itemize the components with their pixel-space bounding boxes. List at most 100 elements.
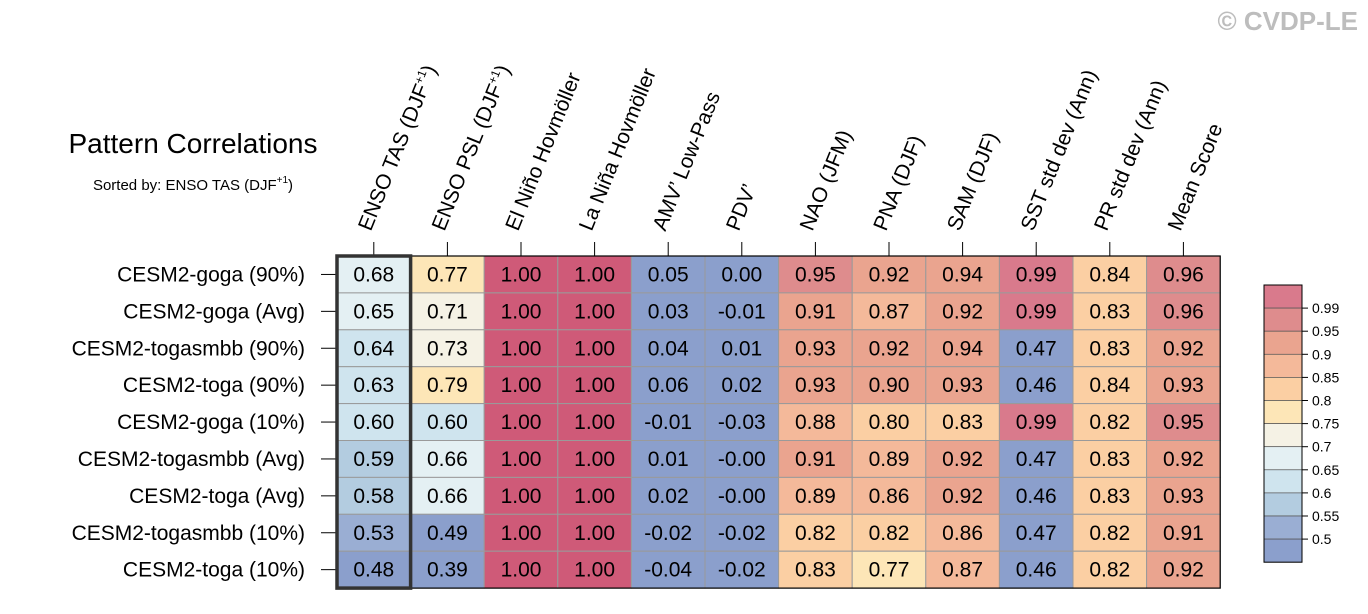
cell-value: 0.91	[795, 448, 836, 471]
cell-value: 0.01	[648, 448, 689, 471]
cell-value: 0.93	[942, 374, 983, 397]
heatmap-cell	[998, 366, 1074, 405]
cell-value: 0.92	[869, 263, 910, 286]
colorbar-swatch	[1263, 515, 1303, 540]
heatmap-cell	[1146, 329, 1221, 368]
cell-value: 0.99	[1016, 300, 1057, 323]
cell-value: 0.39	[427, 559, 468, 582]
heatmap-grid: 0.68 0.77 1.00 1.00 0.05 0.00 0.95 0.92 0.94 0.99…	[335, 254, 1221, 590]
column-label: AMV’ Low-Pass	[649, 89, 726, 234]
cell-value: 0.91	[1163, 522, 1204, 545]
heatmap-cell	[336, 292, 412, 331]
colorbar-swatch	[1263, 446, 1303, 471]
cell-value: 0.87	[942, 559, 983, 582]
cell-value: 1.00	[574, 485, 615, 508]
cell-value: 1.00	[501, 448, 542, 471]
cell-value: 1.00	[501, 559, 542, 582]
cell-value: 0.95	[795, 263, 836, 286]
cell-value: 0.92	[942, 448, 983, 471]
heatmap-cell	[851, 513, 927, 552]
cell-value: 0.87	[869, 300, 910, 323]
row-label: CESM2-toga (10%)	[123, 559, 305, 582]
heatmap-cell	[1146, 292, 1221, 331]
cell-value: 0.02	[721, 374, 762, 397]
column-label: ENSO PSL (DJF+1)	[427, 61, 515, 233]
column-label: NAO (JFM)	[796, 127, 857, 234]
heatmap-cell	[483, 513, 559, 552]
heatmap-cell	[851, 403, 927, 442]
colorbar-label: 0.55	[1312, 508, 1339, 524]
column-label: SST std dev (Ann)	[1017, 67, 1102, 234]
heatmap-cell	[1072, 513, 1148, 552]
heatmap-cell	[557, 550, 632, 589]
row-label: CESM2-goga (90%)	[117, 263, 305, 286]
heatmap-cell	[336, 476, 412, 515]
colorbar-label: 0.95	[1312, 323, 1339, 339]
column-label: El Niño Hovmöller	[501, 69, 585, 233]
cell-value: -0.02	[718, 559, 766, 582]
row-label: CESM2-togasmbb (10%)	[72, 522, 305, 545]
heatmap-cell	[557, 476, 632, 515]
heatmap-cell	[336, 550, 412, 589]
cell-value: 0.58	[353, 485, 394, 508]
cell-value: 0.83	[1089, 300, 1130, 323]
cell-value: 0.92	[942, 300, 983, 323]
cell-value: 0.77	[869, 559, 910, 582]
heatmap-cell	[557, 366, 632, 405]
watermark: © CVDP-LE	[1218, 6, 1359, 36]
heatmap-cell	[925, 550, 1000, 589]
row-label: CESM2-goga (Avg)	[123, 300, 305, 323]
row-label: CESM2-goga (10%)	[117, 411, 305, 434]
heatmap-cell	[925, 513, 1000, 552]
cell-value: 0.77	[427, 263, 468, 286]
heatmap-cell	[704, 550, 780, 589]
cell-value: 0.92	[1163, 337, 1204, 360]
cell-value: 0.94	[942, 263, 983, 286]
cell-value: 0.48	[353, 559, 394, 582]
cell-value: 0.82	[1089, 559, 1130, 582]
cell-value: 0.02	[648, 485, 689, 508]
cell-value: 0.60	[427, 411, 468, 434]
cell-value: 1.00	[574, 263, 615, 286]
colorbar-swatch	[1263, 330, 1303, 355]
column-label: PDV’	[722, 181, 761, 234]
heatmap-cell	[851, 440, 927, 478]
heatmap-cell	[925, 476, 1000, 515]
cell-value: 0.99	[1016, 263, 1057, 286]
cell-value: 1.00	[574, 559, 615, 582]
column-label: SAM (DJF)	[943, 129, 1003, 234]
cell-value: 0.92	[869, 337, 910, 360]
cell-value: 0.47	[1016, 337, 1057, 360]
cell-value: 1.00	[574, 522, 615, 545]
heatmap-cell	[998, 476, 1074, 515]
heatmap-cell	[483, 550, 559, 589]
heatmap-cell	[851, 550, 927, 589]
chart-title: Pattern Correlations	[68, 128, 317, 159]
cell-value: 1.00	[501, 337, 542, 360]
cell-value: 0.00	[721, 263, 762, 286]
heatmap-cell	[851, 292, 927, 331]
column-labels: ENSO TAS (DJF+1)ENSO PSL (DJF+1)El Niño …	[354, 61, 1227, 256]
heatmap-cell	[851, 255, 927, 294]
cell-value: 1.00	[501, 374, 542, 397]
cell-value: 0.94	[942, 337, 983, 360]
row-label: CESM2-toga (Avg)	[129, 485, 305, 508]
cell-value: -0.02	[644, 522, 692, 545]
cell-value: 0.63	[353, 374, 394, 397]
heatmap-cell	[557, 292, 632, 331]
cell-value: 0.84	[1089, 263, 1130, 286]
cell-value: 0.73	[427, 337, 468, 360]
heatmap-cell	[630, 329, 706, 368]
heatmap-cell	[630, 255, 706, 294]
colorbar: 0.99 0.95 0.9 0.85 0.8 0.75 0.7 0.65 0.6 0.55 0.5	[1263, 284, 1339, 563]
heatmap-cell	[410, 476, 485, 515]
cell-value: 0.83	[795, 559, 836, 582]
heatmap-cell	[630, 513, 706, 552]
heatmap-cell	[1072, 440, 1148, 478]
cell-value: 0.79	[427, 374, 468, 397]
cell-value: 0.53	[353, 522, 394, 545]
cell-value: 1.00	[501, 411, 542, 434]
heatmap-cell	[925, 440, 1000, 478]
cell-value: 0.82	[1089, 522, 1130, 545]
